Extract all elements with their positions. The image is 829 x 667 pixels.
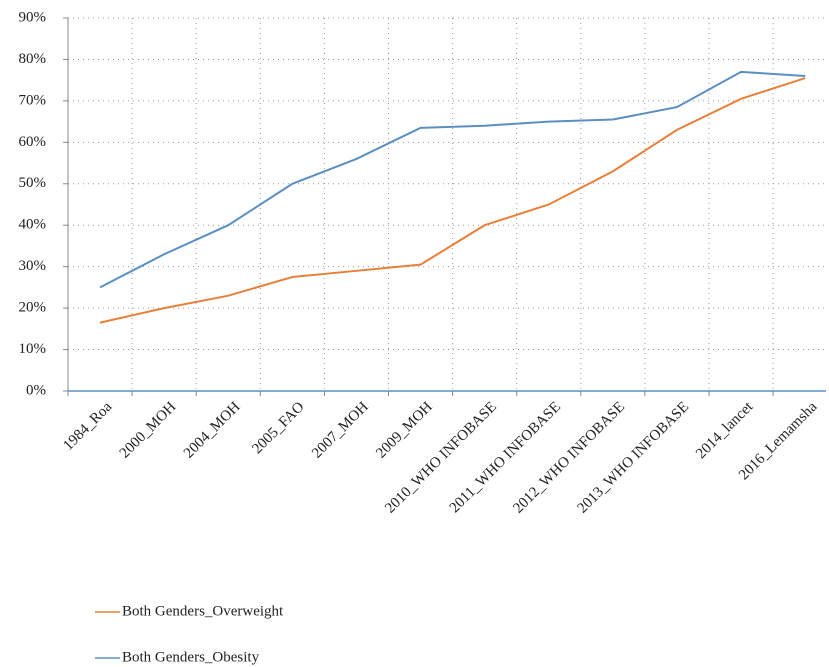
x-tick-label: 2009_MOH — [373, 399, 436, 462]
x-tick-label: 2012_WHO INFOBASE — [510, 399, 628, 517]
legend-label: Both Genders_Obesity — [122, 649, 260, 665]
x-tick-label: 2010_WHO INFOBASE — [382, 399, 500, 517]
y-tick-label: 30% — [19, 258, 47, 274]
y-tick-label: 50% — [19, 175, 47, 191]
x-tick-label: 1984_Roa — [60, 399, 115, 454]
x-tick-label: 2000_MOH — [117, 399, 180, 462]
y-tick-label: 20% — [19, 300, 47, 316]
y-tick-label: 60% — [19, 134, 47, 150]
y-tick-label: 0% — [26, 382, 46, 398]
y-tick-label: 40% — [19, 217, 47, 233]
y-tick-label: 90% — [19, 9, 47, 25]
x-tick-label: 2011_WHO INFOBASE — [447, 399, 564, 516]
y-tick-label: 80% — [19, 51, 47, 67]
x-tick-label: 2004_MOH — [181, 399, 244, 462]
y-tick-label: 10% — [19, 341, 47, 357]
series-line — [99, 70, 806, 289]
y-tick-label: 70% — [19, 92, 47, 108]
legend-label: Both Genders_Overweight — [122, 603, 284, 619]
x-tick-label: 2014_lancet — [693, 398, 757, 462]
x-tick-label: 2013_WHO INFOBASE — [575, 399, 693, 517]
x-tick-label: 2007_MOH — [309, 399, 372, 462]
series-line — [99, 77, 806, 324]
x-tick-label: 2005_FAO — [249, 399, 307, 457]
